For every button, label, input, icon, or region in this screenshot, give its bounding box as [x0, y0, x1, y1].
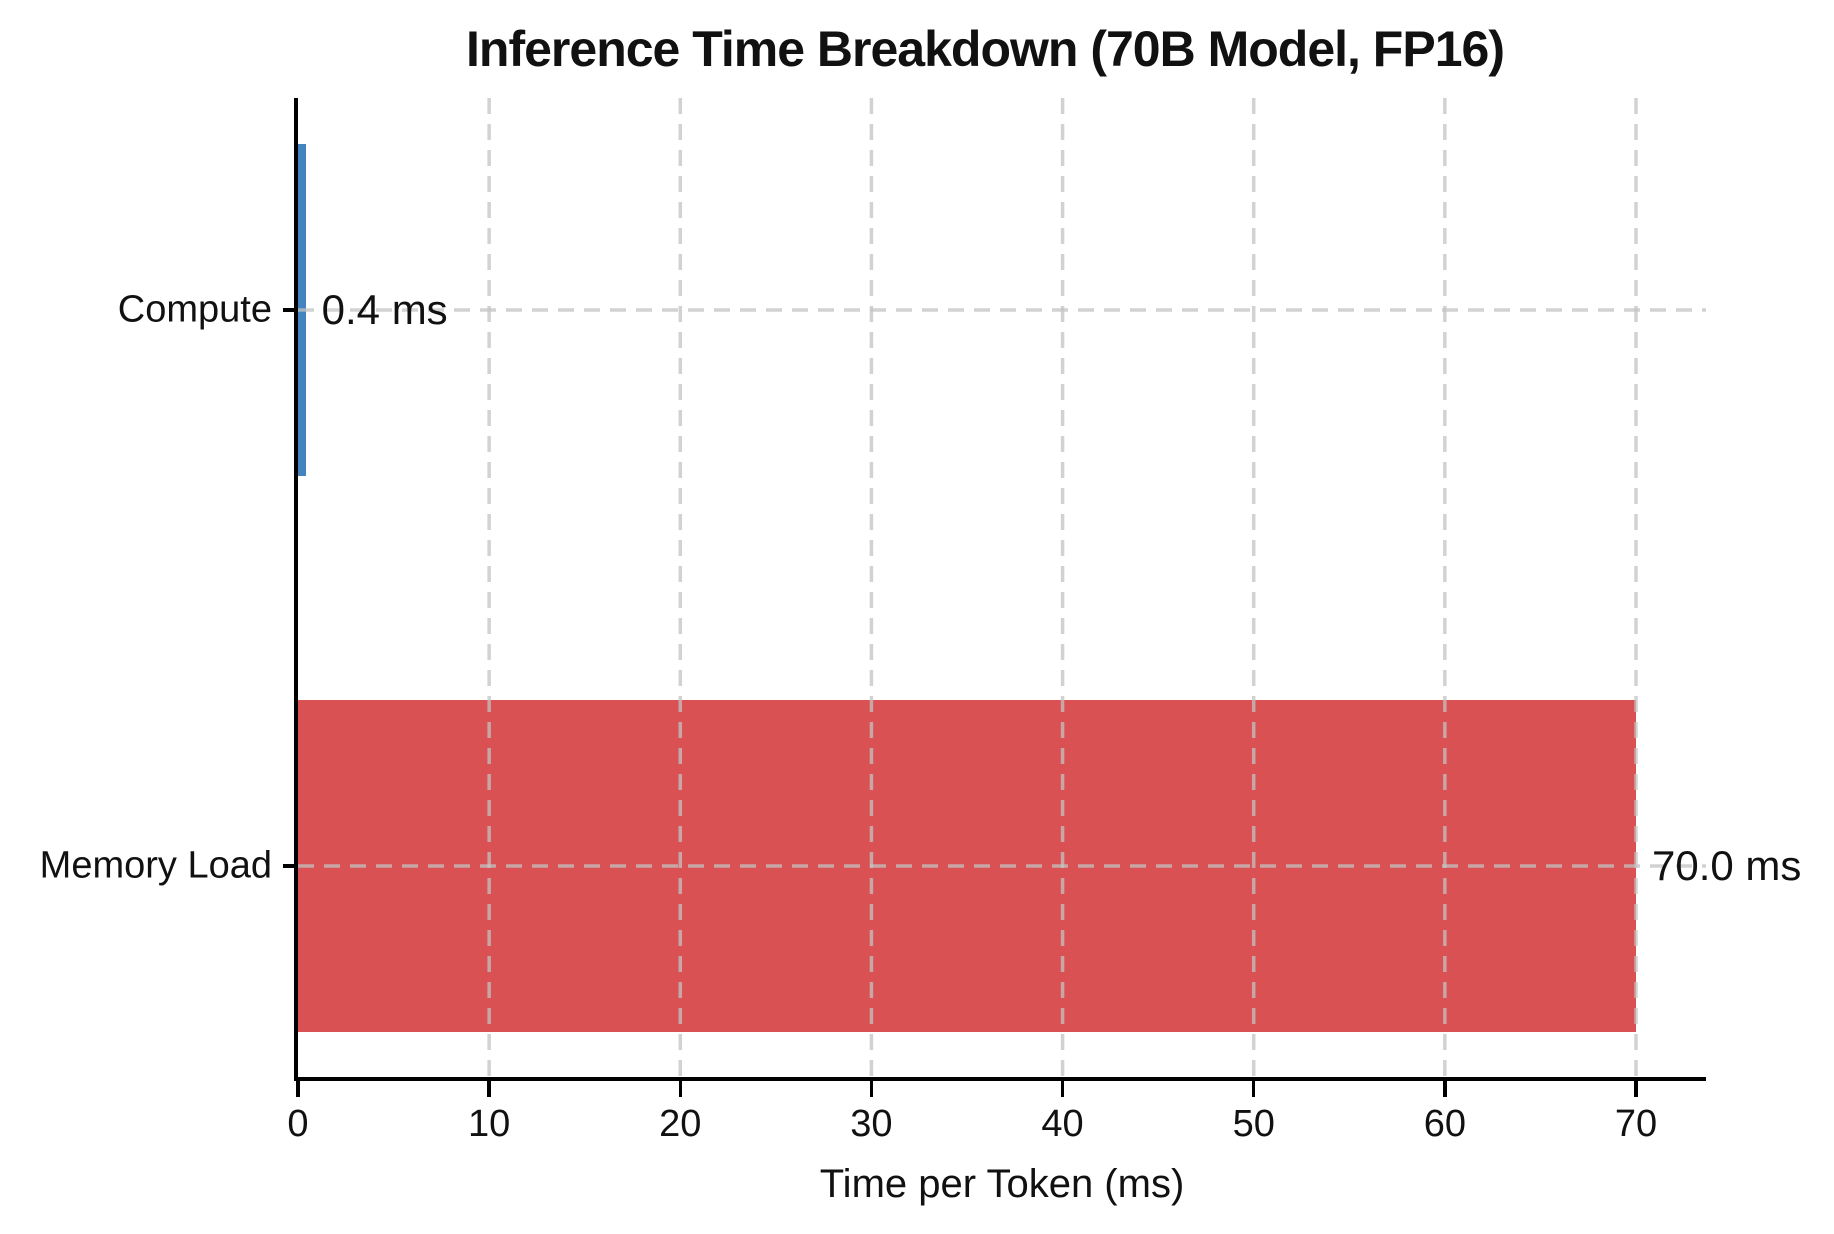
bar-compute [298, 144, 306, 476]
x-tick-label-50: 50 [1232, 1103, 1275, 1145]
y-axis-spine [294, 98, 298, 1081]
x-tick-label-30: 30 [850, 1103, 893, 1145]
y-tick-label-memory-load: Memory Load [39, 844, 272, 887]
bar-value-label-memory-load: 70.0 ms [1652, 842, 1802, 889]
x-axis-label: Time per Token (ms) [819, 1162, 1185, 1206]
x-tick-mark-20 [678, 1081, 683, 1097]
y-tick-mark-memory-load [283, 864, 298, 868]
x-tick-mark-60 [1443, 1081, 1447, 1097]
x-tick-label-60: 60 [1423, 1103, 1466, 1145]
bar-value-label-compute: 0.4 ms [321, 286, 448, 333]
x-tick-mark-10 [487, 1081, 491, 1097]
plot-area [298, 98, 1706, 1077]
x-tick-mark-40 [1060, 1081, 1065, 1097]
x-tick-label-70: 70 [1614, 1103, 1658, 1145]
y-tick-mark-compute [283, 308, 298, 312]
x-tick-label-40: 40 [1041, 1103, 1084, 1145]
x-tick-mark-0 [296, 1081, 300, 1097]
y-tick-label-compute: Compute [117, 288, 272, 331]
x-tick-mark-70 [1634, 1081, 1638, 1097]
x-tick-label-10: 10 [468, 1103, 511, 1145]
bar-memory-load [298, 700, 1636, 1032]
x-tick-label-0: 0 [287, 1103, 309, 1145]
chart-title: Inference Time Breakdown (70B Model, FP1… [466, 21, 1505, 77]
x-tick-label-20: 20 [659, 1103, 702, 1145]
x-tick-mark-50 [1251, 1081, 1256, 1097]
x-tick-mark-30 [869, 1081, 874, 1097]
x-axis-spine [294, 1077, 1706, 1081]
